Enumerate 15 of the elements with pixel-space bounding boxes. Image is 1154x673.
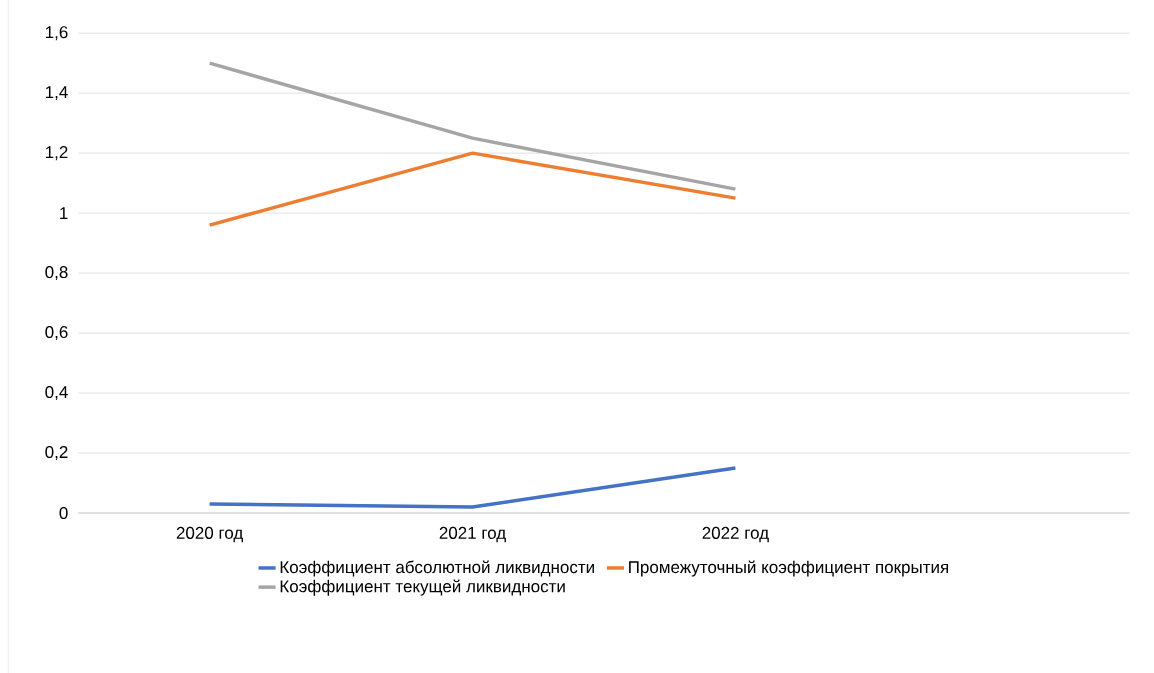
y-tick-label: 0,6 <box>45 325 68 341</box>
y-tick-label: 1,2 <box>45 146 68 161</box>
y-tick-label: 0,8 <box>45 265 68 281</box>
y-tick-label: 0,2 <box>45 445 68 460</box>
x-tick-label: 2021 год <box>439 526 506 543</box>
y-tick-label: 1,6 <box>45 26 68 41</box>
y-tick-label: 0 <box>59 506 68 519</box>
x-tick-label: 2022 год <box>702 526 769 543</box>
y-tick-label: 1 <box>60 207 68 219</box>
legend-label: Коэффициент абсолютной ликвидности <box>280 560 594 577</box>
y-tick-label: 0,4 <box>45 385 68 400</box>
legend-label: Промежуточный коэффициент покрытия <box>629 560 949 577</box>
legend-label: Коэффициент текущей ликвидности <box>280 579 565 596</box>
y-tick-label: 1,4 <box>45 86 68 101</box>
x-tick-label: 2020 год <box>176 526 243 543</box>
